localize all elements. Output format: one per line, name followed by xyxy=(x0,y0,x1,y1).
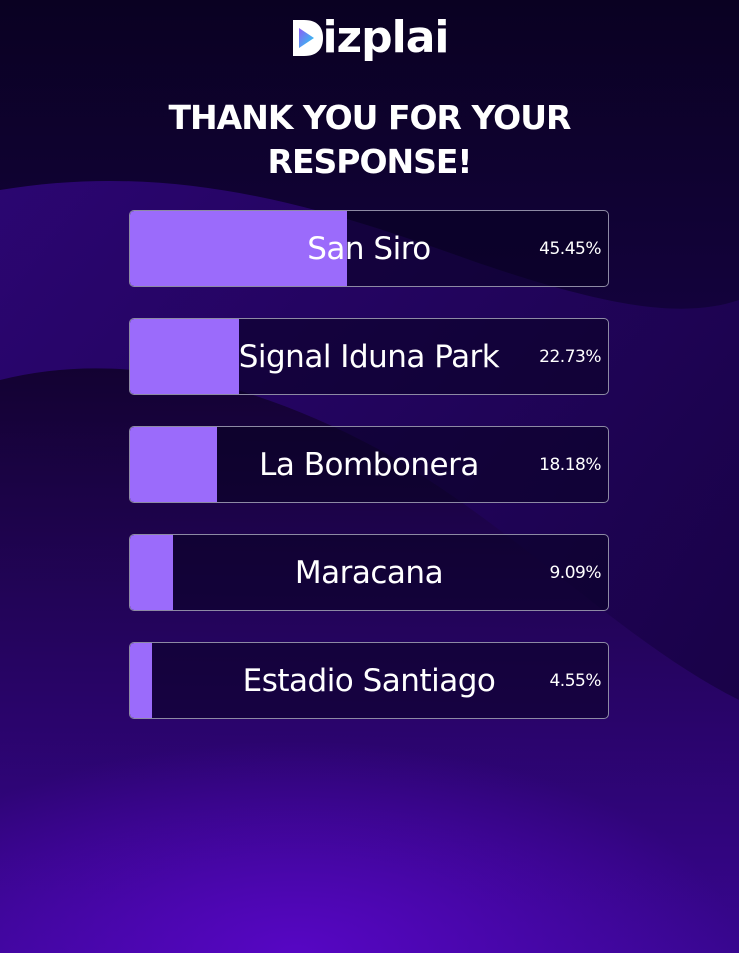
result-percent: 45.45% xyxy=(539,238,601,259)
result-label: Signal Iduna Park xyxy=(238,338,500,375)
brand-logo: izplai xyxy=(0,8,739,68)
result-label: Estadio Santiago xyxy=(242,662,496,699)
result-percent: 4.55% xyxy=(549,670,601,691)
result-bar-fill xyxy=(130,427,217,502)
result-label: La Bombonera xyxy=(259,446,479,483)
poll-results: San Siro 45.45% Signal Iduna Park 22.73%… xyxy=(129,210,609,750)
title-line-1: THANK YOU FOR YOUR xyxy=(168,98,572,137)
result-option-estadio-santiago: Estadio Santiago 4.55% xyxy=(129,642,609,719)
title-line-2: RESPONSE! xyxy=(267,142,473,181)
result-bar-fill xyxy=(130,643,152,718)
result-option-la-bombonera: La Bombonera 18.18% xyxy=(129,426,609,503)
result-label: Maracana xyxy=(294,554,444,591)
brand-name: izplai xyxy=(322,12,449,63)
result-percent: 9.09% xyxy=(549,562,601,583)
result-bar-fill xyxy=(130,211,347,286)
result-label: San Siro xyxy=(307,230,431,267)
result-option-maracana: Maracana 9.09% xyxy=(129,534,609,611)
result-bar-fill xyxy=(130,535,173,610)
result-percent: 22.73% xyxy=(539,346,601,367)
play-d-icon xyxy=(293,20,324,56)
result-option-signal-iduna-park: Signal Iduna Park 22.73% xyxy=(129,318,609,395)
result-percent: 18.18% xyxy=(539,454,601,475)
page-title: THANK YOU FOR YOUR RESPONSE! xyxy=(0,96,739,184)
result-option-san-siro: San Siro 45.45% xyxy=(129,210,609,287)
result-bar-fill xyxy=(130,319,239,394)
